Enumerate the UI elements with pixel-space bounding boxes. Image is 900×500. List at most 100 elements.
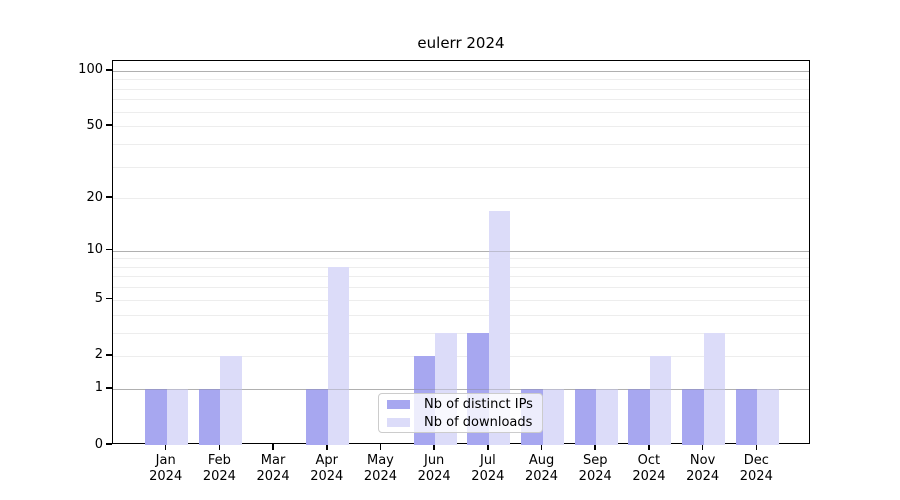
x-tick-year: 2024 (578, 469, 612, 484)
y-tick-mark (106, 387, 112, 389)
x-tick-mark (164, 444, 167, 450)
bar-downloads (649, 355, 672, 445)
x-tick-mark (487, 444, 489, 450)
x-tick-label: Jul 2024 (456, 453, 520, 485)
x-tick-mark (433, 444, 435, 450)
x-tick-year: 2024 (310, 469, 344, 484)
gridline-minor (113, 266, 809, 268)
gridline-decade (113, 250, 809, 252)
legend-swatch (387, 417, 410, 427)
legend-entry: Nb of downloads (387, 415, 534, 430)
x-tick-label: May 2024 (348, 453, 412, 485)
gridline-minor (113, 314, 809, 316)
y-tick-label: 50 (86, 117, 103, 133)
gridline-minor (113, 355, 809, 357)
plot-area (112, 60, 810, 445)
x-tick-label: Jan 2024 (134, 453, 198, 485)
x-tick-year: 2024 (256, 469, 290, 484)
x-tick-label: Feb 2024 (187, 453, 251, 485)
x-tick-year: 2024 (363, 469, 397, 484)
x-tick-year: 2024 (417, 469, 451, 484)
x-tick-year: 2024 (471, 469, 505, 484)
y-tick-label: 5 (94, 291, 103, 307)
gridline-minor (113, 111, 809, 113)
x-tick-mark (272, 444, 274, 450)
x-tick-mark (379, 444, 382, 450)
legend-label: Nb of downloads (424, 414, 533, 430)
y-tick-label: 0 (94, 436, 103, 452)
x-tick-mark (755, 444, 758, 450)
gridline-minor (113, 299, 809, 301)
legend-entry: Nb of distinct IPs (387, 397, 534, 412)
gridline-minor (113, 276, 809, 278)
bar-downloads (166, 388, 189, 445)
y-tick-mark (106, 124, 112, 126)
gridline-decade-overlay (113, 70, 809, 72)
x-tick-label: Jun 2024 (402, 453, 466, 485)
x-tick-month: Jun (423, 453, 445, 468)
x-tick-month: Aug (528, 453, 555, 468)
bar-downloads (703, 332, 726, 445)
gridline-minor (113, 99, 809, 101)
gridline-decade (113, 388, 809, 390)
y-tick-mark (106, 297, 112, 300)
chart-title: eulerr 2024 (417, 34, 505, 52)
y-tick-mark (106, 69, 112, 71)
x-tick-month: Oct (637, 453, 661, 468)
y-tick-label: 1 (94, 380, 103, 396)
bar-downloads (488, 210, 511, 445)
y-tick-mark (106, 196, 112, 198)
x-tick-label: Mar 2024 (241, 453, 305, 485)
legend: Nb of distinct IPs Nb of downloads (378, 393, 543, 433)
x-tick-label: Nov 2024 (671, 453, 735, 485)
bar-downloads (596, 388, 618, 445)
gridline-decade (113, 70, 809, 72)
gridline-decade-overlay (113, 250, 809, 252)
bar-distinct-ips (628, 388, 650, 445)
x-tick-mark (594, 444, 596, 450)
x-tick-label: Sep 2024 (563, 453, 627, 485)
legend-swatch (387, 399, 410, 409)
y-tick-mark (106, 248, 112, 251)
bar-downloads (327, 266, 350, 445)
x-tick-month: Dec (743, 453, 769, 468)
bar-distinct-ips (574, 388, 597, 445)
x-tick-year: 2024 (149, 469, 183, 484)
bar-distinct-ips (198, 388, 221, 445)
bar-distinct-ips (735, 388, 758, 445)
bar-downloads (542, 388, 564, 445)
x-tick-label: Aug 2024 (510, 453, 574, 485)
gridline-minor (113, 143, 809, 145)
gridline-minor (113, 287, 809, 289)
x-tick-label: Oct 2024 (617, 453, 681, 485)
x-tick-year: 2024 (524, 469, 559, 484)
y-tick-mark (106, 354, 112, 356)
legend-label: Nb of distinct IPs (424, 396, 533, 412)
x-tick-mark (701, 444, 704, 450)
x-tick-label: Dec 2024 (724, 453, 788, 485)
y-tick-label: 100 (78, 62, 103, 78)
x-tick-month: Feb (207, 453, 231, 468)
x-tick-month: Nov (689, 453, 716, 468)
gridline-minor (113, 166, 809, 168)
y-tick-mark (106, 443, 112, 445)
x-tick-year: 2024 (739, 469, 773, 484)
gridline-minor (113, 198, 809, 200)
bar-downloads (757, 388, 779, 445)
y-tick-label: 10 (86, 242, 103, 258)
gridline-minor (113, 258, 809, 260)
bar-distinct-ips (306, 388, 328, 445)
gridline-minor (113, 126, 809, 128)
bar-distinct-ips (682, 388, 704, 445)
x-tick-mark (540, 444, 543, 450)
x-tick-year: 2024 (686, 469, 720, 484)
bar-downloads (220, 355, 242, 445)
x-tick-month: Apr (315, 453, 339, 468)
x-tick-year: 2024 (632, 469, 666, 484)
gridline-minor (113, 79, 809, 81)
gridline-minor (113, 332, 809, 334)
gridline-minor (113, 88, 809, 90)
x-tick-month: Jan (155, 453, 176, 468)
x-tick-month: Sep (582, 453, 608, 468)
